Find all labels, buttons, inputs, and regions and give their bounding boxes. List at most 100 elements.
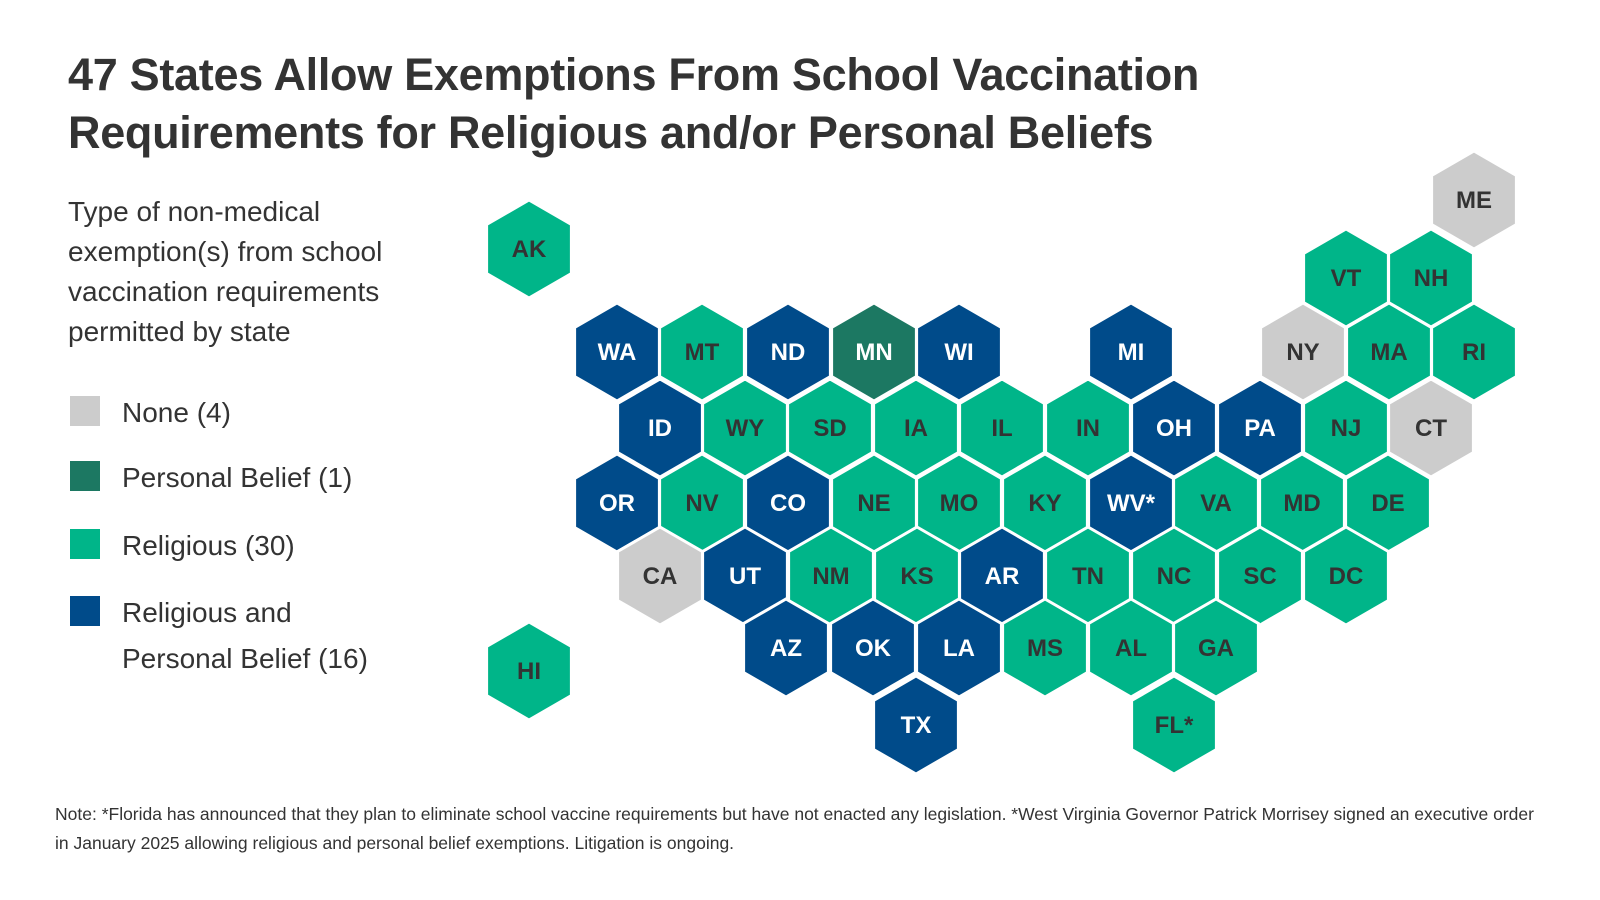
state-label: RI: [1462, 339, 1486, 366]
state-hex-shape: [485, 198, 573, 300]
state-label: MS: [1027, 635, 1063, 662]
state-label: MO: [940, 490, 979, 517]
state-tile-in: IN: [1044, 377, 1132, 479]
state-tile-ms: MS: [1001, 597, 1089, 699]
state-tile-ak: AK: [485, 198, 573, 300]
state-tile-oh: OH: [1130, 377, 1218, 479]
state-label: TX: [901, 712, 932, 739]
state-tile-mi: MI: [1087, 301, 1175, 403]
state-hex-shape: [742, 597, 830, 699]
legend-item-religious-and-personal: Religious and Personal Belief (16): [70, 590, 372, 682]
state-label: AL: [1115, 635, 1147, 662]
state-tile-ok: OK: [829, 597, 917, 699]
state-label: MD: [1283, 490, 1320, 517]
state-tile-nh: NH: [1387, 227, 1475, 329]
state-label: AK: [512, 236, 547, 263]
state-tile-al: AL: [1087, 597, 1175, 699]
state-label: IL: [991, 415, 1012, 442]
state-tile-ga: GA: [1172, 597, 1260, 699]
state-label: DC: [1329, 563, 1364, 590]
state-label: GA: [1198, 635, 1234, 662]
state-label: NM: [812, 563, 849, 590]
state-tile-ma: MA: [1345, 301, 1433, 403]
state-label: MI: [1118, 339, 1145, 366]
state-tile-il: IL: [958, 377, 1046, 479]
legend-item-none: None (4): [70, 390, 442, 436]
state-tile-az: AZ: [742, 597, 830, 699]
legend-swatch-personal-belief: [70, 461, 100, 491]
state-tile-fl: FL*: [1130, 674, 1218, 776]
state-label: UT: [729, 563, 761, 590]
state-label: FL*: [1155, 712, 1194, 739]
state-label: OR: [599, 490, 635, 517]
state-tile-vt: VT: [1302, 227, 1390, 329]
state-label: VA: [1200, 490, 1232, 517]
state-label: DE: [1371, 490, 1404, 517]
state-hex-shape: [1387, 377, 1475, 479]
state-tile-hi: HI: [485, 620, 573, 722]
legend-label-religious: Religious (30): [122, 530, 295, 561]
state-hex-shape: [1130, 674, 1218, 776]
state-hex-shape: [1087, 301, 1175, 403]
state-tile-ct: CT: [1387, 377, 1475, 479]
state-label: CA: [643, 563, 678, 590]
state-label: MT: [685, 339, 720, 366]
legend-label-religious-and-personal: Religious and Personal Belief (16): [122, 597, 368, 674]
legend-label-none: None (4): [122, 397, 231, 428]
state-label: CT: [1415, 415, 1447, 442]
state-label: NH: [1414, 265, 1449, 292]
state-tile-dc: DC: [1302, 525, 1390, 627]
state-tile-nc: NC: [1130, 525, 1218, 627]
state-hex-shape: [872, 674, 960, 776]
state-tile-wi: WI: [915, 301, 1003, 403]
legend-item-personal-belief: Personal Belief (1): [70, 455, 442, 501]
state-label: SD: [813, 415, 846, 442]
state-tile-me: ME: [1430, 149, 1518, 251]
state-label: WI: [944, 339, 973, 366]
state-label: MN: [855, 339, 892, 366]
state-label: NV: [685, 490, 718, 517]
state-label: ID: [648, 415, 672, 442]
state-label: HI: [517, 658, 541, 685]
state-hex-shape: [915, 301, 1003, 403]
state-label: CO: [770, 490, 806, 517]
state-label: OH: [1156, 415, 1192, 442]
state-label: ME: [1456, 187, 1492, 214]
state-tile-mt: MT: [658, 301, 746, 403]
legend-swatch-religious-and-personal: [70, 596, 100, 626]
state-label: AR: [985, 563, 1020, 590]
state-tile-ri: RI: [1430, 301, 1518, 403]
legend-swatch-none: [70, 396, 100, 426]
state-label: VT: [1331, 265, 1362, 292]
state-label: IA: [904, 415, 928, 442]
chart-title: 47 States Allow Exemptions From School V…: [68, 49, 1200, 158]
state-hex-shape: [1172, 597, 1260, 699]
legend-item-religious: Religious (30): [70, 523, 442, 569]
state-tile-ky: KY: [1001, 452, 1089, 554]
state-label: TN: [1072, 563, 1104, 590]
state-label: KS: [900, 563, 933, 590]
state-label: NE: [857, 490, 890, 517]
state-label: PA: [1244, 415, 1276, 442]
state-label: KY: [1028, 490, 1061, 517]
state-tile-sc: SC: [1216, 525, 1304, 627]
state-tile-de: DE: [1344, 452, 1432, 554]
state-tile-wy: WY: [701, 377, 789, 479]
state-label: OK: [855, 635, 892, 662]
state-hex-shape: [485, 620, 573, 722]
state-label: LA: [943, 635, 975, 662]
state-hex-shape: [1302, 525, 1390, 627]
state-label: WY: [726, 415, 765, 442]
state-tile-tx: TX: [872, 674, 960, 776]
footnote: Note: *Florida has announced that they p…: [55, 804, 1534, 853]
legend-label-personal-belief: Personal Belief (1): [122, 462, 353, 493]
state-tile-nd: ND: [744, 301, 832, 403]
state-label: AZ: [770, 635, 802, 662]
state-hex-shape: [1430, 149, 1518, 251]
legend-swatch-religious: [70, 529, 100, 559]
state-label: NJ: [1331, 415, 1362, 442]
state-label: NY: [1286, 339, 1319, 366]
state-label: WA: [598, 339, 637, 366]
state-hex-shape: [1430, 301, 1518, 403]
state-label: SC: [1243, 563, 1276, 590]
